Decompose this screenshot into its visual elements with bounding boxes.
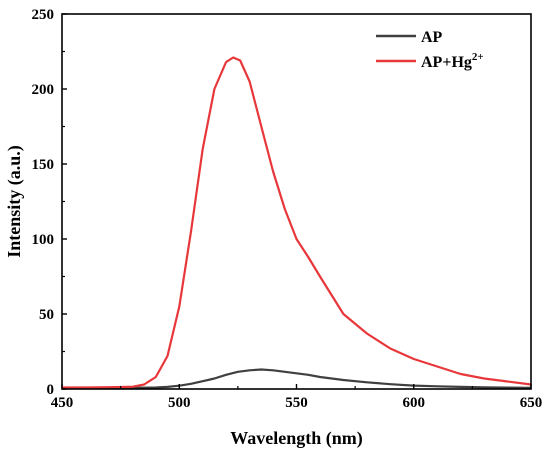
y-tick-label-2: 100 <box>32 232 55 248</box>
x-tick-label-4: 650 <box>520 395 543 411</box>
legend: AP AP+Hg2+ <box>376 29 484 71</box>
y-tick-label-3: 150 <box>32 157 55 173</box>
x-tick-label-2: 550 <box>285 395 308 411</box>
x-tick-label-1: 500 <box>168 395 191 411</box>
legend-label-0: AP <box>421 29 443 46</box>
y-tick-label-4: 200 <box>32 82 55 98</box>
x-tick-label-0: 450 <box>51 395 74 411</box>
y-tick-label-0: 0 <box>47 382 55 398</box>
series-line-0 <box>62 368 532 390</box>
ticks-layer: 450 500 550 600 650 0 50 100 150 200 250 <box>32 7 543 411</box>
series-line-1 <box>62 56 532 389</box>
y-tick-label-5: 250 <box>32 7 55 23</box>
x-tick-label-3: 600 <box>403 395 426 411</box>
y-tick-label-1: 50 <box>39 307 54 323</box>
legend-label-1: AP+Hg2+ <box>421 51 484 71</box>
x-axis-title: Wavelength (nm) <box>230 428 363 449</box>
series-layer <box>62 56 532 390</box>
y-axis-title: Intensity (a.u.) <box>4 145 25 258</box>
